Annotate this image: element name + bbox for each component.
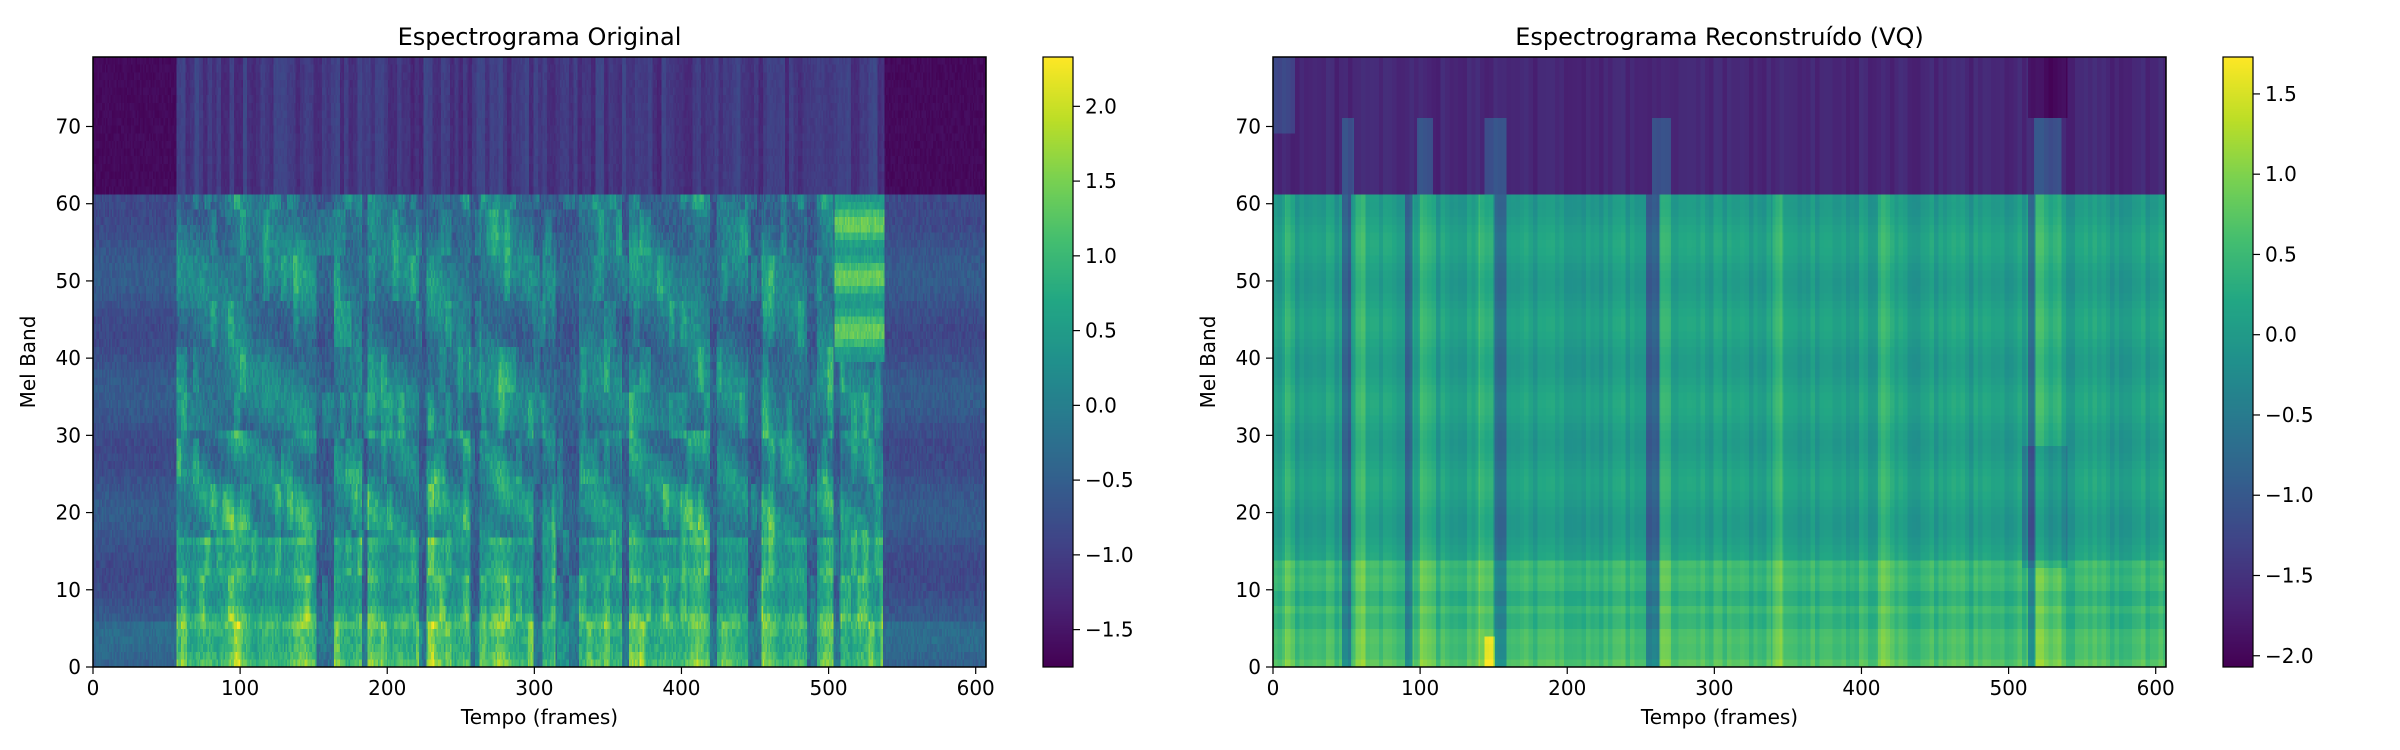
chart-title: Espectrograma Reconstruído (VQ) <box>1515 23 1924 51</box>
y-tick-label: 10 <box>56 578 81 602</box>
colorbar-tick-label: 0.0 <box>2265 323 2297 347</box>
x-tick-label: 300 <box>1695 676 1733 700</box>
chart-title: Espectrograma Original <box>398 23 682 51</box>
colorbar-tick-label: 1.5 <box>1085 169 1117 193</box>
y-tick-label: 40 <box>56 346 81 370</box>
x-axis-label: Tempo (frames) <box>1640 705 1798 729</box>
x-tick-label: 0 <box>87 676 100 700</box>
y-tick-label: 70 <box>56 114 81 138</box>
plot-frame <box>92 56 987 668</box>
colorbar-tick-label: −0.5 <box>2265 403 2314 427</box>
x-tick-label: 200 <box>368 676 406 700</box>
heatmap-image <box>1273 57 2166 667</box>
colorbar-tick-label: −1.0 <box>2265 483 2314 507</box>
colorbar-tick-label: −2.0 <box>2265 644 2314 668</box>
y-tick-label: 50 <box>56 269 81 293</box>
colorbar-tick-label: 0.0 <box>1085 393 1117 417</box>
y-axis-label: Mel Band <box>16 316 40 409</box>
x-tick-label: 100 <box>1401 676 1439 700</box>
x-tick-label: 600 <box>2137 676 2175 700</box>
x-tick-label: 100 <box>221 676 259 700</box>
colorbar-tick-label: 0.5 <box>2265 242 2297 266</box>
colorbar-tick-label: 1.0 <box>1085 244 1117 268</box>
y-tick-label: 50 <box>1236 269 1261 293</box>
colorbar-tick-label: −1.5 <box>1085 618 1134 642</box>
x-tick-label: 400 <box>662 676 700 700</box>
y-tick-label: 0 <box>1248 655 1261 679</box>
y-tick-label: 20 <box>1236 501 1261 525</box>
y-tick-label: 60 <box>1236 192 1261 216</box>
colorbar-frame <box>2222 56 2254 668</box>
x-tick-label: 200 <box>1548 676 1586 700</box>
y-tick-label: 70 <box>1236 114 1261 138</box>
colorbar-gradient <box>2223 57 2253 667</box>
x-tick-label: 500 <box>1989 676 2027 700</box>
colorbar-frame <box>1042 56 1074 668</box>
y-tick-label: 40 <box>1236 346 1261 370</box>
colorbar: −1.5 −1.0 −0.5 0.0 0.5 1.0 1.5 2.0 <box>1042 56 1134 668</box>
x-tick-label: 600 <box>957 676 995 700</box>
x-tick-label: 300 <box>515 676 553 700</box>
colorbar-tick-label: 1.5 <box>2265 82 2297 106</box>
y-tick-label: 20 <box>56 501 81 525</box>
colorbar-tick-label: 1.0 <box>2265 162 2297 186</box>
y-tick-label: 0 <box>68 655 81 679</box>
colorbar-gradient <box>1043 57 1073 667</box>
y-axis-label: Mel Band <box>1196 316 1220 409</box>
x-tick-label: 500 <box>809 676 847 700</box>
colorbar-tick-label: −0.5 <box>1085 468 1134 492</box>
colorbar: −2.0 −1.5 −1.0 −0.5 0.0 0.5 1.0 1.5 <box>2222 56 2314 668</box>
y-tick-label: 30 <box>1236 423 1261 447</box>
plot-frame <box>1272 56 2167 668</box>
heatmap-image <box>93 57 986 667</box>
colorbar-tick-label: 0.5 <box>1085 319 1117 343</box>
y-tick-label: 10 <box>1236 578 1261 602</box>
colorbar-tick-label: −1.5 <box>2265 564 2314 588</box>
colorbar-tick-label: −1.0 <box>1085 543 1134 567</box>
y-tick-label: 30 <box>56 423 81 447</box>
colorbar-tick-label: 2.0 <box>1085 94 1117 118</box>
x-axis-label: Tempo (frames) <box>460 705 618 729</box>
panel-2: Espectrograma Reconstruído (VQ)0 100 200 30… <box>1196 23 2314 729</box>
y-tick-label: 60 <box>56 192 81 216</box>
x-tick-label: 400 <box>1842 676 1880 700</box>
x-tick-label: 0 <box>1267 676 1280 700</box>
